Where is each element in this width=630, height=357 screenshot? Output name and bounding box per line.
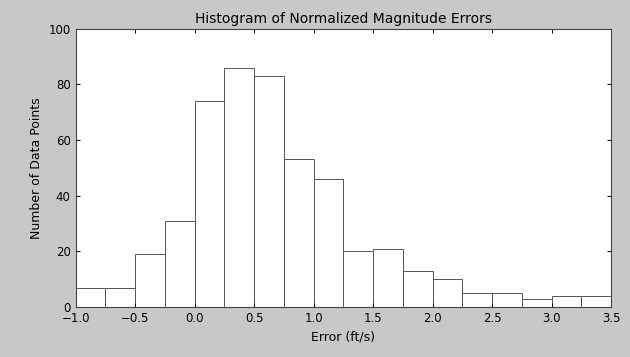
- Bar: [403, 271, 433, 307]
- Bar: [254, 76, 284, 307]
- Bar: [195, 101, 224, 307]
- Bar: [135, 254, 165, 307]
- Bar: [492, 293, 522, 307]
- Bar: [552, 296, 581, 307]
- Bar: [343, 251, 373, 307]
- Bar: [76, 287, 105, 307]
- Bar: [314, 179, 343, 307]
- Bar: [165, 221, 195, 307]
- Bar: [224, 67, 254, 307]
- Title: Histogram of Normalized Magnitude Errors: Histogram of Normalized Magnitude Errors: [195, 12, 492, 26]
- Bar: [581, 296, 611, 307]
- Bar: [462, 293, 492, 307]
- Bar: [284, 160, 314, 307]
- Bar: [373, 248, 403, 307]
- Bar: [522, 299, 552, 307]
- Bar: [433, 279, 462, 307]
- X-axis label: Error (ft/s): Error (ft/s): [311, 331, 375, 343]
- Bar: [105, 287, 135, 307]
- Y-axis label: Number of Data Points: Number of Data Points: [30, 97, 43, 238]
